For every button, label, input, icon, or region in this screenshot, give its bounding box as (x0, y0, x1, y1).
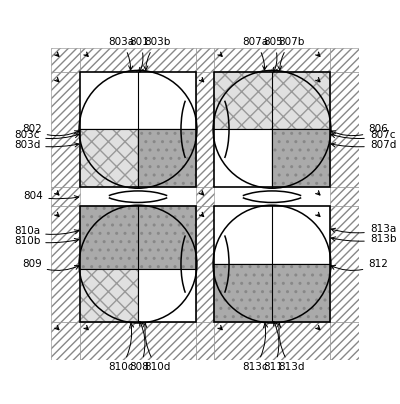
Text: 802: 802 (22, 124, 79, 136)
Text: 813b: 813b (331, 234, 396, 244)
Bar (196, 187, 214, 206)
Bar (80, 322, 196, 360)
Bar (196, 206, 214, 322)
Text: 810c: 810c (108, 323, 134, 372)
Text: 803a: 803a (108, 37, 134, 70)
Bar (51, 72, 80, 187)
Bar (80, 48, 196, 72)
Bar (272, 129, 330, 187)
Text: 803c: 803c (15, 130, 79, 141)
Bar (214, 206, 330, 322)
Bar (330, 72, 359, 187)
Text: 813d: 813d (277, 323, 304, 372)
Bar (330, 48, 359, 72)
Text: 807c: 807c (331, 130, 395, 141)
Text: 807a: 807a (242, 37, 268, 70)
Text: 807d: 807d (331, 140, 396, 150)
Bar (214, 129, 272, 187)
Text: 811: 811 (264, 322, 284, 372)
Bar (196, 322, 214, 360)
Bar (196, 72, 214, 187)
Bar (214, 48, 330, 72)
Text: 805: 805 (264, 37, 284, 72)
Text: 801: 801 (130, 37, 150, 72)
Text: 806: 806 (331, 124, 388, 136)
Bar (330, 187, 359, 206)
Bar (214, 206, 330, 264)
Bar (51, 206, 80, 322)
Text: 810a: 810a (14, 226, 79, 236)
Text: 810b: 810b (14, 236, 79, 246)
Bar (214, 322, 330, 360)
Text: 803b: 803b (144, 37, 170, 70)
Bar (214, 72, 330, 187)
Bar (80, 72, 196, 129)
Text: 803d: 803d (14, 140, 79, 150)
Bar (80, 269, 138, 322)
Text: 807b: 807b (278, 37, 304, 70)
Bar (138, 269, 196, 322)
Text: 809: 809 (22, 259, 79, 270)
Bar (51, 322, 80, 360)
Bar (80, 129, 138, 187)
Bar (214, 264, 330, 322)
Bar (330, 322, 359, 360)
Bar (138, 129, 196, 187)
Bar (80, 72, 196, 187)
Bar (330, 206, 359, 322)
Bar (80, 206, 196, 322)
Text: 813a: 813a (331, 225, 396, 234)
Bar (214, 72, 330, 129)
Text: 808: 808 (130, 322, 150, 372)
Bar (51, 187, 80, 206)
Text: 812: 812 (331, 259, 388, 270)
Bar (196, 48, 214, 72)
Bar (80, 206, 196, 269)
Text: 810d: 810d (143, 323, 170, 372)
Text: 804: 804 (24, 191, 79, 201)
Bar (51, 48, 80, 72)
Text: 813c: 813c (242, 323, 268, 372)
